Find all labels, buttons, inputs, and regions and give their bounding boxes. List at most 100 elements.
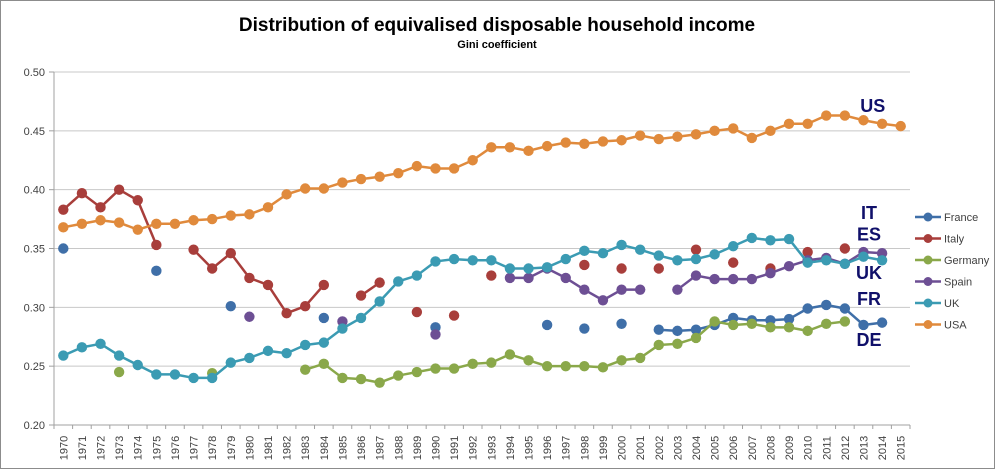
x-tick-label: 2009 xyxy=(784,436,796,460)
data-point xyxy=(300,364,311,375)
x-tick-label: 2011 xyxy=(821,436,833,460)
x-tick-label: 2003 xyxy=(672,436,684,460)
data-point xyxy=(802,303,813,314)
x-tick-label: 1995 xyxy=(524,436,536,460)
data-point xyxy=(430,329,441,340)
x-tick-label: 1983 xyxy=(300,436,312,460)
data-point xyxy=(634,352,646,364)
data-point xyxy=(393,167,404,179)
x-tick-label: 1980 xyxy=(244,436,256,460)
data-point xyxy=(151,369,162,380)
data-point xyxy=(504,142,516,153)
data-point xyxy=(318,337,330,348)
data-point xyxy=(374,277,385,288)
data-point xyxy=(579,138,590,149)
data-point xyxy=(783,260,795,272)
data-point xyxy=(448,253,460,265)
x-tick-label: 1973 xyxy=(114,436,126,460)
data-point xyxy=(746,273,758,285)
data-point xyxy=(448,163,460,174)
data-point xyxy=(95,202,106,213)
data-point xyxy=(448,310,460,321)
annotation-label: ES xyxy=(857,224,881,244)
data-point xyxy=(690,332,702,344)
y-tick-label: 0.45 xyxy=(24,126,45,138)
data-point xyxy=(579,360,590,372)
x-tick-label: 2008 xyxy=(765,436,777,460)
data-point xyxy=(690,270,702,281)
data-point xyxy=(188,244,199,255)
legend-item: Germany xyxy=(915,255,990,267)
x-tick-label: 1971 xyxy=(77,436,89,460)
legend-swatch-marker xyxy=(923,212,933,222)
data-point xyxy=(802,118,813,129)
x-tick-label: 2004 xyxy=(691,436,703,460)
data-point xyxy=(523,272,534,284)
data-point xyxy=(839,303,851,314)
data-point xyxy=(225,210,236,221)
data-point xyxy=(560,253,571,265)
data-point xyxy=(728,319,739,331)
data-point xyxy=(616,284,627,295)
series-usa xyxy=(58,110,906,235)
data-point xyxy=(262,279,274,291)
x-tick-label: 2012 xyxy=(840,436,852,460)
x-tick-label: 1996 xyxy=(542,436,554,460)
data-point xyxy=(58,204,69,215)
legend-swatch-marker xyxy=(923,277,933,286)
data-point xyxy=(113,350,125,361)
data-point xyxy=(58,243,69,254)
data-point xyxy=(486,255,497,266)
annotation-label: FR xyxy=(857,289,881,309)
data-point xyxy=(560,137,571,148)
x-tick-label: 1977 xyxy=(189,436,201,460)
data-point xyxy=(393,370,404,381)
data-point xyxy=(411,270,423,281)
data-point xyxy=(430,363,441,374)
legend-swatch-marker xyxy=(923,320,933,329)
data-point xyxy=(76,187,88,199)
data-point xyxy=(634,284,646,295)
x-tick-label: 1981 xyxy=(263,436,275,460)
data-point xyxy=(839,243,851,254)
y-tick-label: 0.30 xyxy=(24,302,45,314)
data-point xyxy=(206,263,218,274)
data-point xyxy=(411,160,423,172)
data-point xyxy=(653,263,664,274)
data-point xyxy=(579,259,590,271)
data-point xyxy=(504,263,516,274)
data-point xyxy=(244,209,255,220)
data-point xyxy=(541,262,553,273)
chart-subtitle: Gini coefficient xyxy=(457,39,537,51)
data-point xyxy=(95,338,106,350)
data-point xyxy=(765,322,776,333)
data-point xyxy=(486,270,497,281)
data-point xyxy=(448,363,460,374)
data-point xyxy=(262,345,274,357)
y-axis: 0.20 0.25 0.30 0.35 0.40 0.45 0.50 xyxy=(24,67,55,432)
x-axis: 1970 1971 1972 1973 1974 1975 1976 1977 1978 1979… xyxy=(53,424,911,460)
data-point xyxy=(858,115,869,126)
data-point xyxy=(709,249,720,260)
data-point xyxy=(206,213,218,225)
data-point xyxy=(765,268,776,279)
data-point xyxy=(709,273,720,285)
y-tick-label: 0.35 xyxy=(24,244,45,256)
data-point xyxy=(113,184,125,195)
data-point xyxy=(132,359,143,371)
data-point xyxy=(188,372,199,384)
data-point xyxy=(262,202,274,213)
data-point xyxy=(132,224,143,235)
data-point xyxy=(821,318,832,330)
legend-label: Spain xyxy=(944,277,972,289)
data-point xyxy=(151,218,162,229)
data-point xyxy=(132,195,143,206)
x-tick-label: 1982 xyxy=(282,436,294,460)
x-tick-label: 1984 xyxy=(319,436,331,460)
data-point xyxy=(318,312,330,324)
data-point xyxy=(374,377,385,388)
data-point xyxy=(337,177,348,188)
data-point xyxy=(169,218,181,229)
data-point xyxy=(895,120,906,132)
x-tick-label: 1988 xyxy=(393,436,405,460)
